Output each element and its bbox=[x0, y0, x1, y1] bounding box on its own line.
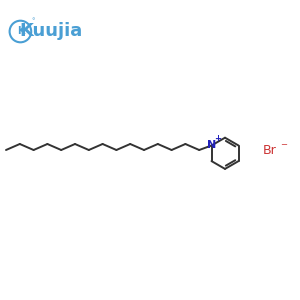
Text: Br: Br bbox=[262, 143, 276, 157]
Text: °: ° bbox=[31, 18, 35, 24]
Text: −: − bbox=[280, 140, 287, 149]
Text: Kuujia: Kuujia bbox=[19, 22, 82, 40]
Text: N: N bbox=[207, 140, 216, 150]
Text: K: K bbox=[17, 26, 24, 37]
Text: +: + bbox=[214, 134, 222, 143]
